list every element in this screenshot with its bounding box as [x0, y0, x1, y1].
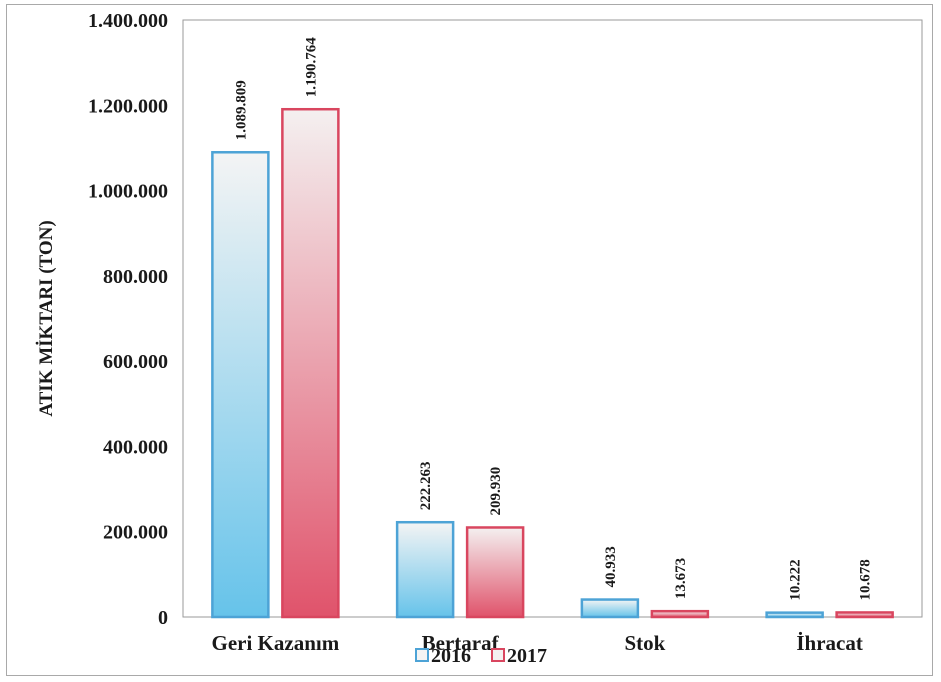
data-label: 209.930 [488, 467, 504, 516]
y-tick-label: 0 [158, 607, 168, 629]
x-axis-labels: Geri Kazanım Bertaraf Stok İhracat [212, 631, 863, 655]
y-tick-label: 1.400.000 [88, 10, 168, 32]
bar-2017-1 [465, 526, 525, 619]
legend-label-2016: 2016 [431, 645, 471, 667]
category-label: Bertaraf [422, 631, 500, 655]
y-axis-title: ATIK MİKTARI (TON) [36, 220, 57, 416]
bar-2016-3 [765, 611, 824, 619]
data-label: 10.222 [788, 559, 804, 600]
y-tick-label: 800.000 [103, 266, 168, 288]
y-axis-ticks: 0 200.000 400.000 600.000 800.000 1.000.000 1.… [88, 10, 168, 629]
y-tick-label: 600.000 [103, 351, 168, 373]
data-label: 40.933 [603, 546, 619, 587]
bar-2016-2 [580, 598, 640, 619]
bars [211, 107, 894, 619]
legend: 2016 2017 [415, 645, 547, 667]
legend-swatch-2017 [491, 648, 505, 662]
legend-label-2017: 2017 [507, 645, 547, 667]
y-tick-label: 200.000 [103, 522, 168, 544]
bar-2016-1 [395, 520, 455, 619]
category-label: İhracat [796, 631, 863, 655]
y-tick-label: 400.000 [103, 436, 168, 458]
category-label: Geri Kazanım [212, 631, 340, 655]
bar-2017-0 [281, 107, 340, 619]
data-label: 1.089.809 [233, 80, 249, 140]
legend-swatch-2016 [415, 648, 429, 662]
bar-2017-2 [650, 609, 710, 619]
y-tick-label: 1.200.000 [88, 95, 168, 117]
bar-2017-3 [835, 611, 894, 619]
data-label: 13.673 [673, 558, 689, 599]
data-label: 10.678 [858, 559, 874, 600]
bar-2016-0 [211, 151, 270, 619]
data-labels: 1.089.809 1.190.764 222.263 209.930 40.933 13… [233, 37, 873, 601]
category-label: Stok [624, 631, 665, 655]
data-label: 222.263 [418, 461, 434, 510]
y-tick-label: 1.000.000 [88, 181, 168, 203]
data-label: 1.190.764 [303, 37, 319, 98]
